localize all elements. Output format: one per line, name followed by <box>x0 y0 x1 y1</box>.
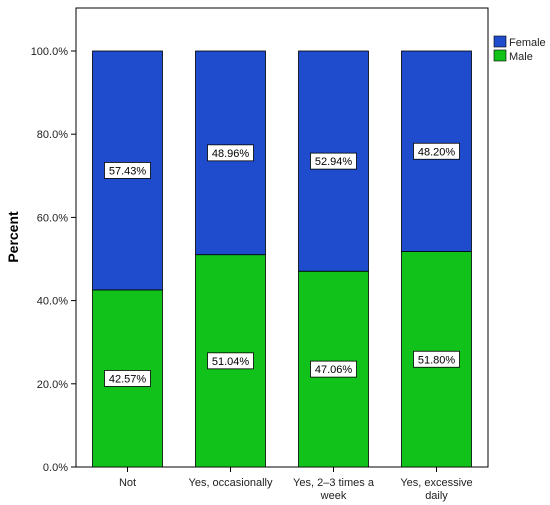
y-axis-title: Percent <box>5 211 21 263</box>
y-tick-label: 100.0% <box>31 46 69 58</box>
legend-swatch-male[interactable] <box>493 49 507 62</box>
data-label-box <box>207 352 254 370</box>
x-tick-label: Not <box>119 477 136 489</box>
x-tick-label: Yes, occasionally <box>189 477 273 489</box>
data-label-box <box>413 350 460 368</box>
y-tick-label: 80.0% <box>37 129 68 141</box>
legend[interactable]: Female Male <box>493 35 546 63</box>
data-label-box <box>310 360 357 378</box>
y-tick-label: 20.0% <box>37 379 68 391</box>
bars: 42.57% 57.43% 51.04% 48.96% 47.06% 52.94% 51.8… <box>92 50 472 468</box>
legend-label-male[interactable]: Male <box>509 51 533 63</box>
data-label: 48.20% <box>418 146 456 158</box>
y-axis: 0.0% 20.0% 40.0% 60.0% 80.0% 100.0% <box>31 46 76 474</box>
x-axis: Not Yes, occasionally Yes, 2–3 times aweek… <box>119 467 473 502</box>
data-label: 52.94% <box>315 156 353 168</box>
y-tick-label: 40.0% <box>37 296 68 308</box>
data-label-box <box>413 142 460 160</box>
x-tick-label: Yes, excessive <box>400 477 472 489</box>
data-label-box <box>207 144 254 162</box>
data-label: 51.80% <box>418 354 456 366</box>
data-label-box <box>104 370 151 387</box>
legend-swatch-female[interactable] <box>493 35 507 48</box>
legend-label-female[interactable]: Female <box>509 37 546 49</box>
data-label: 51.04% <box>212 356 250 368</box>
y-tick-label: 0.0% <box>43 462 68 474</box>
y-tick-label: 60.0% <box>37 212 68 224</box>
data-label-box <box>104 162 151 179</box>
data-label: 42.57% <box>109 373 147 385</box>
data-label: 57.43% <box>109 165 147 177</box>
x-tick-label: daily <box>425 490 448 502</box>
data-label-box <box>310 152 357 170</box>
data-label: 48.96% <box>212 148 250 160</box>
x-tick-label: Yes, 2–3 times a <box>293 477 375 489</box>
x-tick-label: week <box>320 490 347 502</box>
data-label: 47.06% <box>315 364 353 376</box>
